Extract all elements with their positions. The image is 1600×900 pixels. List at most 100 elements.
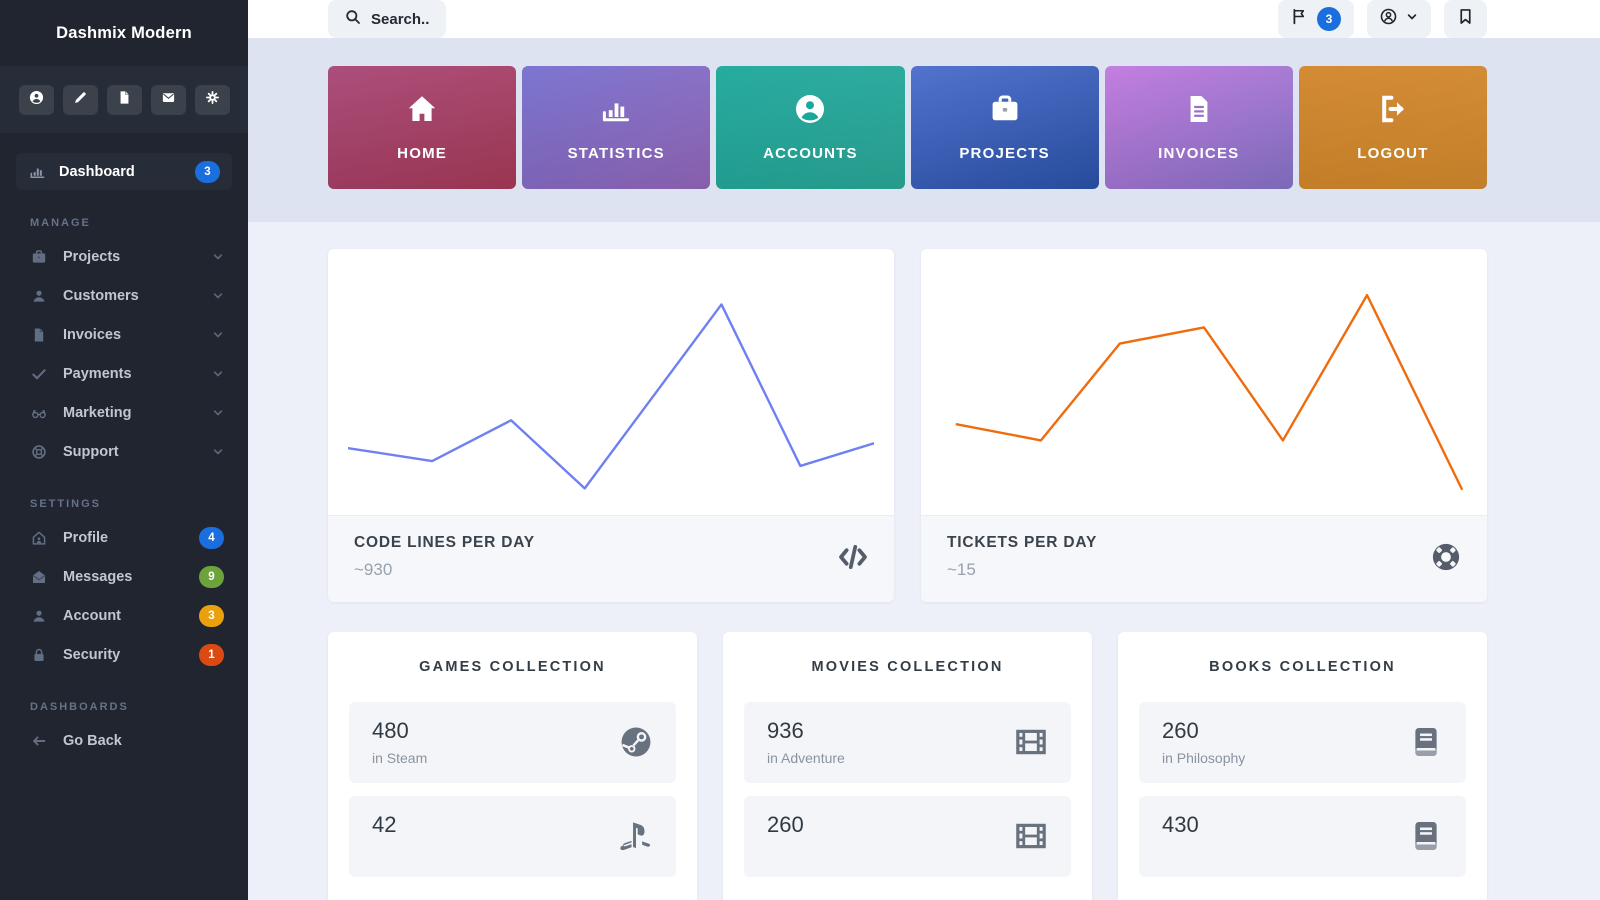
chevron-down-icon [1406, 10, 1418, 28]
item-caption [372, 844, 396, 860]
tile-label: LOGOUT [1357, 145, 1429, 162]
messages-badge: 9 [199, 565, 224, 588]
sidebar-item-label: Invoices [63, 326, 122, 343]
content-area: CODE LINES PER DAY ~930 TICKETS PER DAY … [248, 222, 1600, 900]
list-item[interactable]: 936 in Adventure [744, 702, 1071, 783]
tile-label: PROJECTS [959, 145, 1050, 162]
sidebar-item-label: Go Back [63, 732, 122, 749]
sidebar-item-invoices[interactable]: Invoices [0, 315, 248, 354]
sidebar-item-customers[interactable]: Customers [0, 276, 248, 315]
chart-average-value: ~15 [947, 560, 976, 579]
chart-footer: TICKETS PER DAY ~15 [921, 515, 1487, 602]
tile-label: STATISTICS [567, 145, 665, 162]
quick-edit-button[interactable] [62, 84, 98, 115]
file-lines-icon [1183, 93, 1215, 130]
list-item[interactable]: 42 [349, 796, 676, 877]
bookmark-icon [1457, 8, 1474, 30]
sidebar-item-messages[interactable]: Messages 9 [0, 557, 248, 596]
steam-icon [619, 725, 653, 759]
tile-accounts[interactable]: ACCOUNTS [716, 66, 905, 189]
item-value: 430 [1162, 812, 1199, 837]
sidebar-item-profile[interactable]: Profile 4 [0, 518, 248, 557]
lock-icon [30, 647, 48, 663]
sidebar-item-projects[interactable]: Projects [0, 237, 248, 276]
section-title-dashboards: DASHBOARDS [30, 701, 129, 713]
person-circle-icon [1380, 8, 1397, 30]
chevron-down-icon [212, 407, 224, 419]
item-caption: in Steam [372, 750, 428, 766]
sign-out-icon [1377, 93, 1409, 130]
quick-mail-button[interactable] [150, 84, 186, 115]
tile-statistics[interactable]: STATISTICS [522, 66, 711, 189]
bar-chart-icon [29, 163, 46, 180]
book-icon [1409, 819, 1443, 853]
tile-label: INVOICES [1158, 145, 1240, 162]
quick-user-button[interactable] [18, 84, 54, 115]
item-value: 480 [372, 718, 409, 743]
gear-icon [205, 90, 220, 110]
sidebar-item-payments[interactable]: Payments [0, 354, 248, 393]
sidebar-item-label: Messages [63, 568, 133, 585]
quick-file-button[interactable] [106, 84, 142, 115]
sidebar-item-label: Payments [63, 365, 132, 382]
code-lines-chart-card: CODE LINES PER DAY ~930 [328, 249, 894, 602]
games-collection-card: GAMES COLLECTION 480 in Steam 42 [328, 632, 697, 900]
playstation-icon [619, 819, 653, 853]
header-actions: 3 [1278, 0, 1487, 38]
list-item[interactable]: 430 [1139, 796, 1466, 877]
sidebar-item-label: Account [63, 607, 121, 624]
card-title: MOVIES COLLECTION [811, 659, 1004, 675]
sidebar-nav: Dashboard 3 MANAGE Projects Customers In… [0, 133, 248, 760]
sidebar: Dashmix Modern Dashboard 3 MANAGE Projec… [0, 0, 248, 900]
card-title: GAMES COLLECTION [419, 659, 606, 675]
sidebar-item-dashboard[interactable]: Dashboard 3 [16, 153, 232, 190]
sidebar-quick-actions [0, 66, 248, 133]
sidebar-item-label: Security [63, 646, 121, 663]
user-circle-icon [29, 90, 44, 110]
life-ring-icon [30, 444, 48, 460]
sidebar-item-go-back[interactable]: Go Back [0, 721, 248, 760]
tile-logout[interactable]: LOGOUT [1298, 66, 1487, 189]
quick-settings-button[interactable] [194, 84, 230, 115]
sidebar-item-label: Profile [63, 529, 109, 546]
sidebar-item-marketing[interactable]: Marketing [0, 393, 248, 432]
chart-average-value: ~930 [354, 560, 393, 579]
item-caption [1162, 844, 1199, 860]
chevron-down-icon [212, 329, 224, 341]
sidebar-item-security[interactable]: Security 1 [0, 635, 248, 674]
item-value: 260 [767, 812, 804, 837]
user-circle-icon [794, 93, 826, 130]
main-area: Search.. 3 HOME STATISTICS [248, 0, 1600, 900]
user-menu-button[interactable] [1367, 0, 1431, 38]
file-icon [30, 327, 48, 343]
search-placeholder: Search.. [371, 10, 430, 28]
list-item[interactable]: 480 in Steam [349, 702, 676, 783]
book-icon [1409, 725, 1443, 759]
list-item[interactable]: 260 in Philosophy [1139, 702, 1466, 783]
user-icon [30, 608, 48, 624]
briefcase-icon [989, 93, 1021, 130]
tile-invoices[interactable]: INVOICES [1104, 66, 1293, 189]
sidebar-item-account[interactable]: Account 3 [0, 596, 248, 635]
line-series [957, 295, 1462, 489]
envelope-open-icon [30, 569, 48, 585]
tickets-chart-card: TICKETS PER DAY ~15 [921, 249, 1487, 602]
tile-home[interactable]: HOME [328, 66, 517, 189]
bookmark-button[interactable] [1444, 0, 1487, 38]
sidebar-item-label: Projects [63, 248, 121, 265]
code-lines-line-chart [328, 249, 894, 515]
item-caption [767, 844, 804, 860]
card-title: BOOKS COLLECTION [1209, 659, 1396, 675]
flag-icon [1291, 8, 1308, 30]
search-input[interactable]: Search.. [328, 0, 447, 38]
tile-projects[interactable]: PROJECTS [910, 66, 1099, 189]
sidebar-item-label: Dashboard [59, 163, 135, 180]
list-item[interactable]: 260 [744, 796, 1071, 877]
sidebar-item-support[interactable]: Support [0, 432, 248, 471]
code-icon [838, 542, 868, 572]
house-user-icon [30, 530, 48, 546]
notifications-flag-button[interactable]: 3 [1278, 0, 1354, 38]
pencil-icon [73, 90, 88, 110]
security-badge: 1 [199, 643, 224, 666]
check-icon [30, 366, 48, 382]
